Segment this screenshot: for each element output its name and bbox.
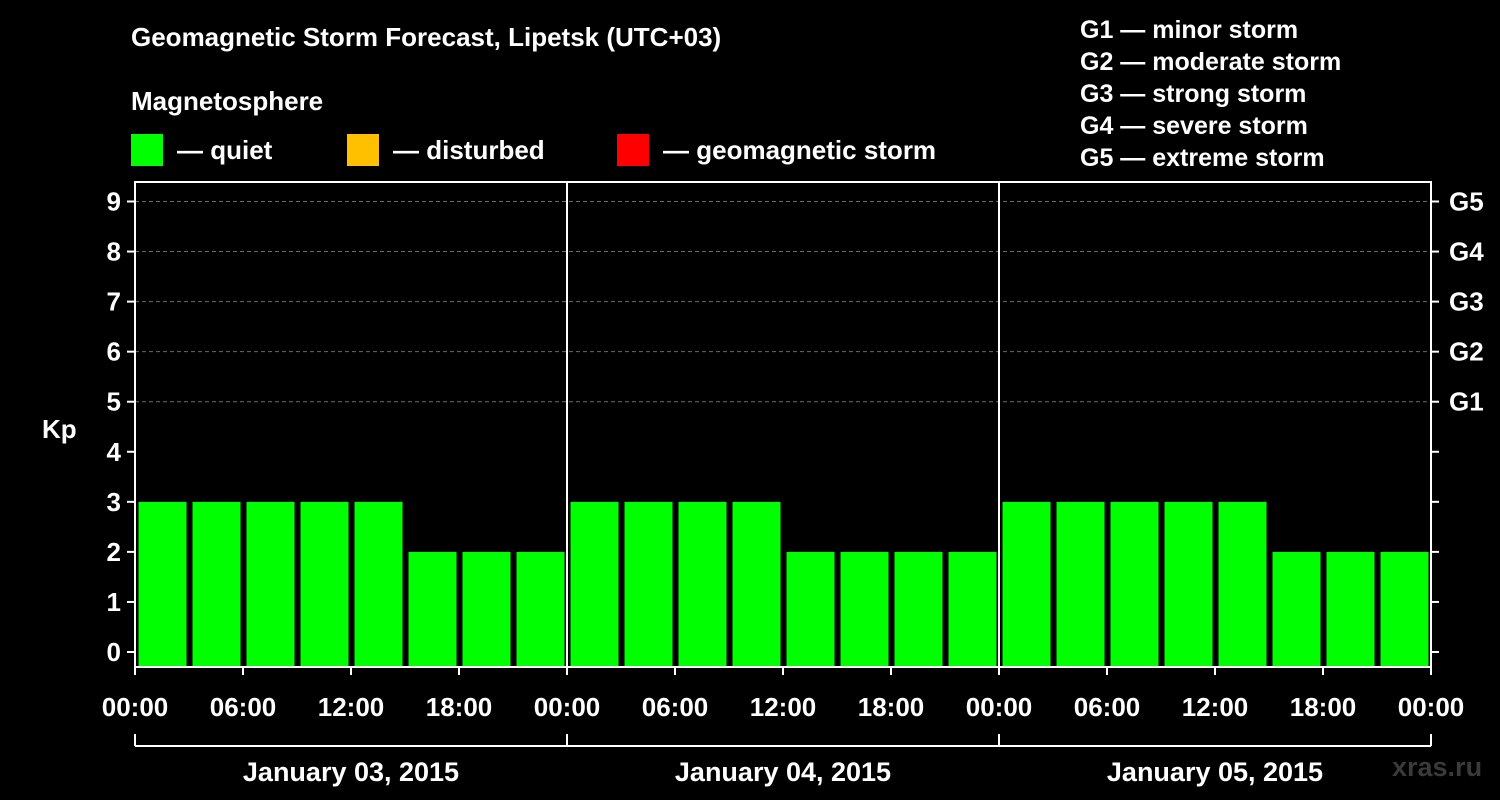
x-tick-label: 12:00 <box>318 692 385 722</box>
legend-disturbed: — disturbed <box>347 133 545 167</box>
bar <box>570 501 619 667</box>
legend-heading: Magnetosphere <box>131 86 324 116</box>
bar <box>354 501 403 667</box>
bar <box>1272 551 1321 667</box>
g-axis-label: G5 <box>1449 187 1484 217</box>
bar <box>300 501 349 667</box>
g-scale-item: G3 — strong storm <box>1080 80 1307 108</box>
g-axis-label: G4 <box>1449 237 1484 267</box>
x-tick-label: 06:00 <box>642 692 709 722</box>
legend-disturbed-label: — disturbed <box>393 134 545 165</box>
x-tick-label: 06:00 <box>210 692 277 722</box>
bar <box>840 551 889 667</box>
bar <box>894 551 943 667</box>
chart-title: Geomagnetic Storm Forecast, Lipetsk (UTC… <box>131 22 722 52</box>
bar <box>1056 501 1105 667</box>
legend-quiet: — quiet <box>131 133 272 167</box>
y-tick-label: 6 <box>107 337 121 367</box>
y-tick-label: 3 <box>107 487 121 517</box>
bar <box>732 501 781 667</box>
x-tick-label: 18:00 <box>858 692 925 722</box>
date-label: January 05, 2015 <box>1107 757 1323 787</box>
y-tick-label: 4 <box>107 437 122 467</box>
legend-storm: — geomagnetic storm <box>617 133 936 167</box>
bar <box>1218 501 1267 667</box>
bar <box>1164 501 1213 667</box>
bar <box>948 551 997 667</box>
g-scale-legend: G1 — minor storm G2 — moderate storm G3 … <box>1080 14 1341 174</box>
bar <box>678 501 727 667</box>
g-scale-item: G2 — moderate storm <box>1080 48 1342 76</box>
g-axis-label: G3 <box>1449 287 1484 317</box>
x-tick-label: 00:00 <box>102 692 169 722</box>
y-axis-label: Kp <box>42 414 77 444</box>
bar <box>246 501 295 667</box>
x-tick-label: 12:00 <box>750 692 817 722</box>
bar <box>408 551 457 667</box>
bar <box>516 551 565 667</box>
g-scale-item: G1 — minor storm <box>1080 16 1299 44</box>
bar <box>624 501 673 667</box>
date-label: January 04, 2015 <box>675 757 891 787</box>
legend-storm-label: — geomagnetic storm <box>663 134 937 165</box>
y-tick-label: 1 <box>107 587 121 617</box>
bar <box>786 551 835 667</box>
x-tick-label: 00:00 <box>534 692 601 722</box>
watermark: xras.ru <box>1392 752 1483 782</box>
g-axis-label: G1 <box>1449 387 1484 417</box>
x-tick-label: 06:00 <box>1074 692 1141 722</box>
y-tick-label: 0 <box>107 637 121 667</box>
y-tick-label: 5 <box>107 387 121 417</box>
disturbed-swatch <box>347 134 379 166</box>
x-tick-label: 18:00 <box>1290 692 1357 722</box>
x-tick-label: 00:00 <box>966 692 1033 722</box>
x-tick-label: 18:00 <box>426 692 493 722</box>
y-tick-label: 9 <box>107 187 121 217</box>
legend-quiet-label: — quiet <box>177 134 273 165</box>
y-tick-label: 2 <box>107 537 121 567</box>
bar <box>1110 501 1159 667</box>
storm-swatch <box>617 134 649 166</box>
quiet-swatch <box>131 134 163 166</box>
g-axis-label: G2 <box>1449 337 1484 367</box>
y-tick-label: 7 <box>107 287 121 317</box>
g-scale-item: G4 — severe storm <box>1080 112 1308 140</box>
bar <box>138 501 187 667</box>
x-tick-label: 12:00 <box>1182 692 1249 722</box>
bar <box>192 501 241 667</box>
bar <box>1002 501 1051 667</box>
date-label: January 03, 2015 <box>243 757 459 787</box>
bar <box>1380 551 1429 667</box>
x-tick-label: 00:00 <box>1398 692 1465 722</box>
y-tick-label: 8 <box>107 237 121 267</box>
g-scale-item: G5 — extreme storm <box>1080 144 1325 172</box>
bar <box>462 551 511 667</box>
bar <box>1326 551 1375 667</box>
